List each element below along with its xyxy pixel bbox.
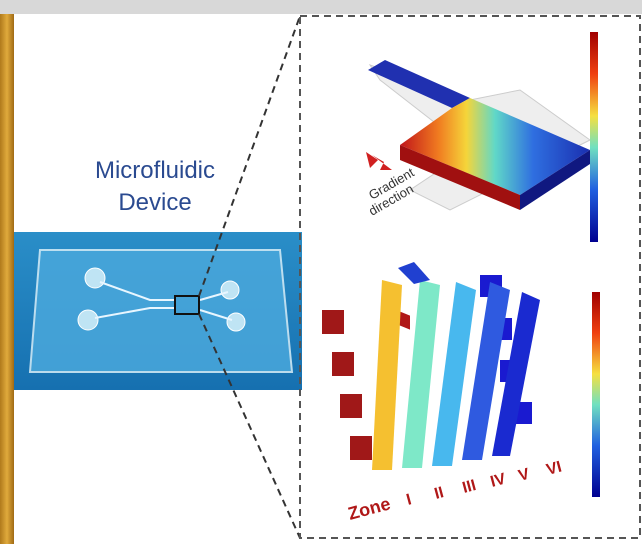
port: [220, 280, 240, 300]
outlets: [398, 310, 410, 330]
port: [84, 267, 106, 289]
arrow: [366, 152, 378, 168]
zoom-line: [198, 313, 301, 539]
arrow: [372, 155, 392, 170]
device-label: Microfluidic: [95, 157, 215, 184]
slab-side: [520, 150, 590, 210]
slab: [400, 98, 590, 195]
port: [226, 312, 246, 332]
channel: [368, 60, 470, 108]
colorbar: [592, 292, 600, 497]
port: [77, 309, 99, 331]
zone-numeral: IV: [489, 470, 508, 490]
left-squares: [322, 310, 372, 460]
zone-stripes: [372, 262, 540, 470]
inset-box: [299, 15, 641, 539]
zone-labels: I II III IV V VI: [405, 459, 564, 509]
zone-numeral: I: [405, 491, 414, 509]
zone-label: Zone: [346, 493, 393, 523]
side-strip: [0, 0, 14, 544]
colorbar: [590, 32, 598, 242]
channels: [94, 281, 233, 321]
zone-numeral: III: [461, 477, 478, 497]
top-strip: [0, 0, 642, 14]
zoom-box: [174, 295, 200, 315]
slab-side: [400, 145, 520, 210]
device-label: Device: [118, 189, 191, 216]
zone-numeral: VI: [545, 459, 564, 479]
zone-numeral: II: [433, 484, 446, 503]
glass-slide: [28, 249, 294, 373]
zoom-line: [198, 15, 301, 297]
zone-numeral: V: [517, 466, 532, 485]
